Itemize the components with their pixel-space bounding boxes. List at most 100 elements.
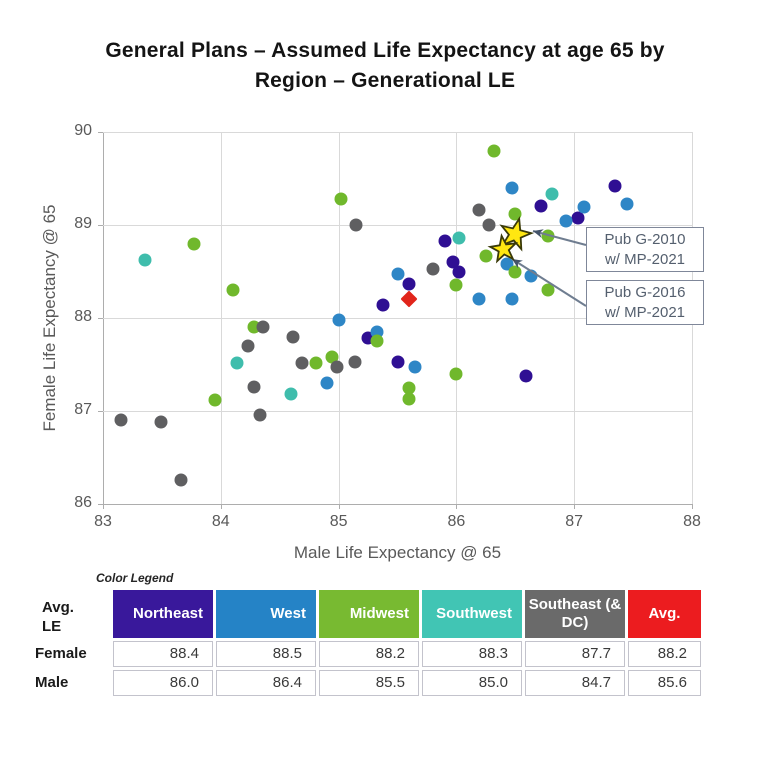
data-point-southeast-dc <box>114 413 128 427</box>
data-point-west <box>505 292 519 306</box>
legend-header-northeast: Northeast <box>113 590 213 638</box>
data-point-southeast-dc <box>256 320 270 334</box>
data-point-southeast-dc <box>330 360 344 374</box>
cell-male-northeast: 86.0 <box>113 670 213 696</box>
data-point-west <box>332 313 346 327</box>
table-row-male: 86.0 86.4 85.5 85.0 84.7 85.6 <box>113 670 701 696</box>
y-tick-label-86: 86 <box>74 494 92 511</box>
data-point-southeast-dc <box>348 355 362 369</box>
tick-y-90 <box>98 132 103 133</box>
data-point-midwest <box>402 381 416 395</box>
data-point-southwest <box>230 356 244 370</box>
cell-male-west: 86.4 <box>216 670 316 696</box>
cell-female-midwest: 88.2 <box>319 641 419 667</box>
data-point-southeast-dc <box>174 473 188 487</box>
cell-male-midwest: 85.5 <box>319 670 419 696</box>
cell-male-southeast-dc: 84.7 <box>525 670 625 696</box>
data-point-southeast-dc <box>286 330 300 344</box>
tick-x-87 <box>574 504 576 509</box>
data-point-midwest <box>541 229 555 243</box>
data-point-west <box>577 200 591 214</box>
gridline-y-87 <box>103 411 692 412</box>
legend-header-west: West <box>216 590 316 638</box>
data-point-southwest <box>545 187 559 201</box>
cell-female-southwest: 88.3 <box>422 641 522 667</box>
data-point-midwest <box>449 367 463 381</box>
data-point-northeast <box>571 211 585 225</box>
data-point-northeast <box>534 199 548 213</box>
legend-header-southwest: Southwest <box>422 590 522 638</box>
data-point-midwest <box>449 278 463 292</box>
chart-title-line1: General Plans – Assumed Life Expectancy … <box>105 39 665 62</box>
gridline-y-90 <box>103 132 692 133</box>
data-point-midwest <box>508 207 522 221</box>
color-legend-label: Color Legend <box>96 571 174 585</box>
data-point-midwest <box>508 265 522 278</box>
data-point-southeast-dc <box>482 218 496 232</box>
annotation-pub-g-2016-line1: Pub G-2016 <box>604 284 686 301</box>
data-point-southeast-dc <box>154 415 168 429</box>
data-point-northeast <box>452 265 466 278</box>
data-point-west <box>559 214 573 228</box>
tick-x-85 <box>338 504 340 509</box>
data-point-west <box>505 181 519 195</box>
x-axis-title: Male Life Expectancy @ 65 <box>293 543 502 562</box>
data-point-midwest <box>187 237 201 251</box>
y-tick-label-89: 89 <box>74 215 92 232</box>
x-tick-label-87: 87 <box>565 513 584 530</box>
avg-le-corner-label: Avg. LE <box>42 599 74 635</box>
gridline-y-89 <box>103 225 692 226</box>
data-point-southeast-dc <box>426 262 440 276</box>
data-point-west <box>408 360 422 374</box>
x-tick-label-84: 84 <box>211 513 230 530</box>
tick-x-84 <box>220 504 222 509</box>
annotation-pub-g-2010: Pub G-2010 w/ MP-2021 <box>586 227 704 272</box>
data-point-west <box>524 269 538 283</box>
annotation-pub-g-2010-line1: Pub G-2010 <box>604 231 686 248</box>
data-point-southwest <box>138 253 152 267</box>
tick-y-88 <box>98 318 103 319</box>
data-point-northeast <box>608 179 622 193</box>
data-point-midwest <box>487 144 501 158</box>
cell-female-northeast: 88.4 <box>113 641 213 667</box>
data-point-northeast <box>376 298 390 312</box>
data-point-southeast-dc <box>295 356 309 370</box>
annotation-pub-g-2016-line2: w/ MP-2021 <box>604 304 686 321</box>
data-point-northeast <box>438 234 452 248</box>
tick-x-88 <box>692 504 693 509</box>
legend-header-avg: Avg. <box>628 590 701 638</box>
y-axis-title: Female Life Expectancy @ 65 <box>40 204 59 432</box>
row-label-female: Female <box>35 645 87 662</box>
annotation-pub-g-2016: Pub G-2016 w/ MP-2021 <box>586 280 704 325</box>
data-point-midwest <box>541 283 555 297</box>
tick-y-87 <box>98 411 103 412</box>
x-tick-label-83: 83 <box>94 513 112 530</box>
data-point-northeast <box>391 355 404 369</box>
data-point-midwest <box>226 283 240 297</box>
data-point-midwest <box>370 334 384 348</box>
legend-header-midwest: Midwest <box>319 590 419 638</box>
data-point-midwest <box>208 393 222 407</box>
data-point-west <box>472 292 486 306</box>
data-point-southeast-dc <box>349 218 363 232</box>
cell-female-avg: 88.2 <box>628 641 701 667</box>
cell-female-west: 88.5 <box>216 641 316 667</box>
data-point-west <box>391 267 404 281</box>
x-tick-label-85: 85 <box>329 513 348 530</box>
data-point-midwest <box>309 356 323 370</box>
region-legend-header-row: Northeast West Midwest Southwest Southea… <box>113 590 701 638</box>
row-label-male: Male <box>35 674 69 691</box>
data-point-southeast-dc <box>247 380 261 394</box>
chart-title-line2: Region – Generational LE <box>254 69 516 92</box>
y-tick-label-90: 90 <box>74 122 92 139</box>
tick-x-86 <box>456 504 458 509</box>
tick-y-86 <box>98 504 103 505</box>
y-tick-label-88: 88 <box>74 308 92 325</box>
data-point-midwest <box>334 192 348 206</box>
data-point-midwest <box>479 249 493 263</box>
data-point-avg <box>400 290 418 308</box>
tick-x-83 <box>103 504 104 509</box>
data-point-west <box>620 197 634 211</box>
y-tick-label-87: 87 <box>74 401 92 418</box>
